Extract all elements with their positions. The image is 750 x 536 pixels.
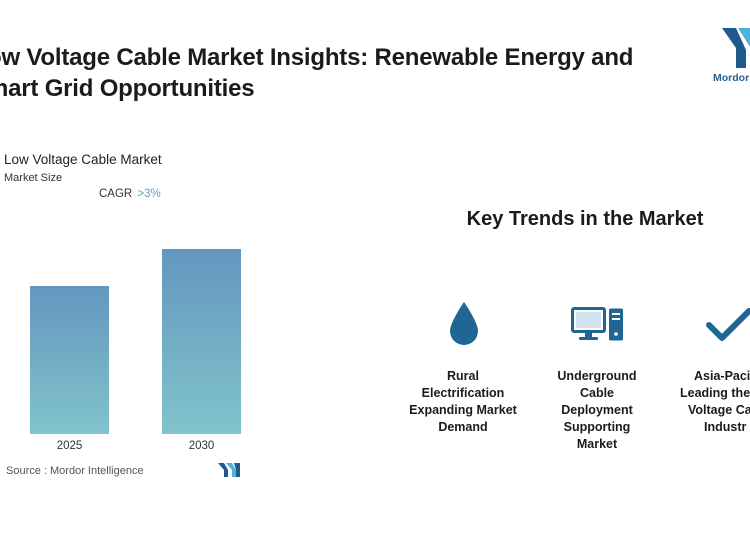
trend-label-underground-cable: Underground Cable Deployment Supporting … xyxy=(557,369,637,451)
bar-chart: 2025 2030 xyxy=(30,249,241,452)
bar-2030 xyxy=(162,249,241,434)
chart-source: Source : Mordor Intelligence xyxy=(6,465,144,477)
trend-label-asia-pacific: Asia-Paci Leading the Voltage Ca Industr xyxy=(680,369,750,434)
mordor-logo: Mordor xyxy=(712,28,750,88)
mordor-logo-mark-icon xyxy=(722,28,750,68)
x-tick-label-2025: 2025 xyxy=(57,440,83,452)
computer-icon xyxy=(571,307,623,341)
cagr-annotation: CAGR >3% xyxy=(99,188,161,200)
x-tick-label-2030: 2030 xyxy=(189,440,215,452)
page-title: ow Voltage Cable Market Insights: Renewa… xyxy=(0,44,634,102)
trends-title: Key Trends in the Market xyxy=(466,208,704,230)
cagr-label: CAGR xyxy=(99,188,133,200)
bar-2025 xyxy=(30,286,109,434)
chart-subtitle: Market Size xyxy=(4,172,63,184)
cagr-value: >3% xyxy=(137,188,161,200)
chart-title: Low Voltage Cable Market xyxy=(4,152,162,167)
water-drop-icon xyxy=(450,302,478,345)
brand-name: Mordor xyxy=(713,72,750,84)
trend-label-rural-electrification: Rural Electrification Expanding Market D… xyxy=(409,369,517,434)
mordor-small-logo-icon xyxy=(218,463,240,477)
checkmark-icon xyxy=(706,308,750,341)
